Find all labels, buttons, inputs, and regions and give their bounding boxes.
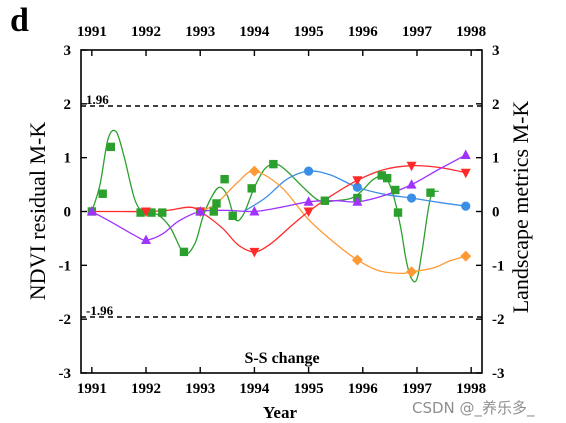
series-0-point (247, 184, 256, 193)
series-4-point (249, 206, 260, 216)
series-curve-2 (199, 170, 466, 275)
y-tick-label-right: 1 (492, 151, 500, 167)
y-tick-label: -1 (59, 258, 72, 274)
x-tick-label-top: 1996 (348, 24, 379, 40)
x-tick-label: 1994 (239, 381, 270, 397)
y-axis-right-title: Landscape metrics M-K (508, 101, 533, 314)
x-tick-label: 1991 (77, 381, 107, 397)
series-1-point (303, 166, 314, 176)
y-axis-left-title: NDVI residual M-K (25, 122, 50, 301)
series-2-point (406, 266, 418, 278)
series-2-point (460, 250, 472, 262)
x-tick-label-top: 1998 (456, 24, 486, 40)
series-0-point (320, 196, 330, 205)
x-tick-label: 1998 (456, 381, 486, 397)
threshold-lines: 1.96 -1.96 (81, 92, 482, 318)
panel-label: d (10, 2, 29, 39)
series-2-point (248, 165, 260, 177)
series-1-point (461, 201, 471, 211)
series-4-point (86, 206, 97, 216)
x-tick-label-top: 1995 (294, 24, 324, 40)
x-tick-label-top: 1992 (131, 24, 161, 40)
x-tick-label: 1992 (131, 381, 161, 397)
series-0-point (391, 185, 400, 195)
y-tick-label-right: 3 (492, 43, 500, 59)
series-4-point (406, 179, 417, 189)
series-1-point (406, 193, 417, 203)
y-tick-label: -3 (59, 366, 72, 382)
y-tick-label: 3 (64, 43, 72, 59)
series-4-point (460, 149, 471, 159)
series-0-point (147, 208, 156, 217)
series-3-point (406, 161, 417, 172)
series-0-point (106, 142, 116, 152)
y-tick-label: -2 (59, 312, 72, 328)
series-0-point (212, 199, 221, 208)
x-tick-label: 1997 (402, 381, 433, 397)
series-0-point (426, 188, 435, 197)
chart-annotation: S-S change (244, 350, 319, 367)
y-tick-label-right: 2 (492, 97, 500, 113)
y-tick-label-right: -3 (492, 366, 505, 382)
y-tick-label: 0 (64, 205, 72, 221)
series-curve-1 (243, 170, 466, 213)
threshold-label: -1.96 (86, 303, 114, 318)
y-tick-label-right: -1 (492, 258, 505, 274)
x-tick-label-top: 1994 (239, 24, 270, 40)
x-tick-label: 1995 (294, 381, 324, 397)
series-0-point (377, 171, 386, 180)
series-0-point (179, 247, 189, 257)
series-4-point (303, 196, 314, 206)
tick-labels: 1991 1991 1992 1992 1993 1993 1994 1994 1995 1995… (59, 24, 505, 397)
series-0-point (98, 189, 107, 198)
y-tick-label: 2 (64, 97, 72, 113)
series-3-point (141, 207, 152, 217)
series-curves (91, 129, 467, 283)
series-3-point (460, 168, 471, 179)
x-tick-label-top: 1997 (402, 24, 433, 40)
series-3-point (303, 207, 314, 217)
x-tick-label: 1996 (348, 381, 379, 397)
y-tick-label-right: 0 (492, 205, 500, 221)
threshold-label: 1.96 (86, 92, 109, 107)
series-0-point (136, 208, 145, 217)
axes (80, 49, 483, 374)
series-3-point (352, 176, 363, 186)
series-0-point (269, 159, 278, 169)
y-tick-label: 1 (64, 151, 72, 167)
series-4-point (141, 234, 152, 245)
series-0-point (393, 208, 403, 217)
series-2-point (351, 254, 363, 266)
series-4-point (195, 206, 206, 216)
x-tick-label-top: 1993 (185, 24, 215, 40)
series-curve-0 (91, 129, 440, 283)
series-1-point (352, 182, 362, 192)
series-0-point (220, 175, 229, 184)
series-0-point (228, 211, 237, 221)
series-markers (86, 142, 472, 278)
series-0-point (382, 173, 392, 183)
series-0-point (158, 208, 167, 217)
x-tick-label-top: 1991 (77, 24, 107, 40)
y-tick-label-right: -2 (492, 312, 505, 328)
x-tick-label: 1993 (185, 381, 215, 397)
watermark: CSDN @_养乐多_ (412, 399, 535, 417)
series-3-point (249, 247, 260, 258)
series-4-point (352, 196, 363, 206)
x-axis-title: Year (263, 403, 297, 422)
series-0-point (209, 207, 218, 216)
